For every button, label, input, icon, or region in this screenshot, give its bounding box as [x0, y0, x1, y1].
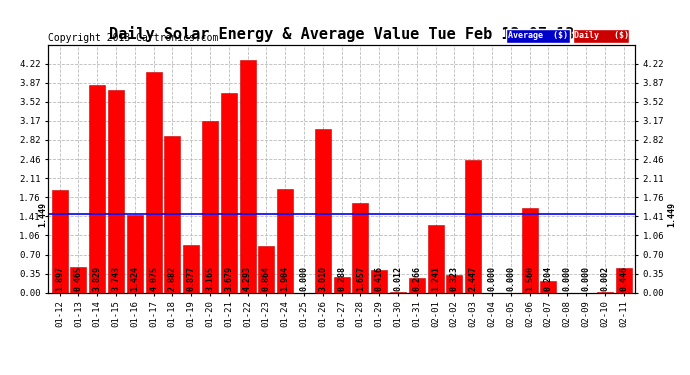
Bar — [371, 270, 387, 292]
Bar — [522, 208, 538, 292]
Bar — [108, 90, 124, 292]
Text: 4.075: 4.075 — [149, 266, 158, 291]
Text: 0.864: 0.864 — [262, 266, 271, 291]
Text: 0.446: 0.446 — [619, 266, 628, 291]
Text: 1.657: 1.657 — [356, 266, 365, 291]
Text: 0.416: 0.416 — [375, 266, 384, 291]
Text: 0.204: 0.204 — [544, 266, 553, 291]
Text: 1.560: 1.560 — [525, 266, 534, 291]
Text: 0.288: 0.288 — [337, 266, 346, 291]
Text: 1.904: 1.904 — [281, 266, 290, 291]
FancyBboxPatch shape — [506, 29, 571, 42]
Text: Average  ($): Average ($) — [508, 31, 568, 40]
Bar — [164, 136, 180, 292]
Text: 3.743: 3.743 — [112, 266, 121, 291]
Text: 1.897: 1.897 — [55, 266, 64, 291]
Text: 0.000: 0.000 — [582, 266, 591, 291]
Bar — [465, 160, 481, 292]
Text: 4.293: 4.293 — [243, 266, 252, 291]
Text: 2.447: 2.447 — [469, 266, 477, 291]
Text: 1.449: 1.449 — [38, 201, 47, 226]
Bar — [615, 268, 631, 292]
FancyBboxPatch shape — [573, 29, 629, 42]
Text: 3.010: 3.010 — [318, 266, 327, 291]
Bar — [408, 278, 425, 292]
Bar — [221, 93, 237, 292]
Bar — [70, 267, 86, 292]
Text: 0.000: 0.000 — [299, 266, 308, 291]
Text: 0.465: 0.465 — [74, 266, 83, 291]
Text: 0.012: 0.012 — [393, 266, 402, 291]
Text: 2.882: 2.882 — [168, 266, 177, 291]
Text: 3.165: 3.165 — [206, 266, 215, 291]
Bar — [89, 85, 105, 292]
Text: 0.000: 0.000 — [562, 266, 571, 291]
Title: Daily Solar Energy & Average Value Tue Feb 12 07:13: Daily Solar Energy & Average Value Tue F… — [109, 27, 574, 42]
Text: 1.449: 1.449 — [667, 201, 676, 226]
Text: 1.424: 1.424 — [130, 266, 139, 291]
Text: 0.877: 0.877 — [187, 266, 196, 291]
Text: 0.266: 0.266 — [412, 266, 421, 291]
Bar — [52, 190, 68, 292]
Bar — [239, 60, 255, 292]
Bar — [315, 129, 331, 292]
Bar — [258, 246, 275, 292]
Text: Daily   ($): Daily ($) — [574, 31, 629, 40]
Text: 3.829: 3.829 — [92, 266, 101, 291]
Bar — [333, 277, 350, 292]
Text: 0.000: 0.000 — [487, 266, 496, 291]
Text: 0.323: 0.323 — [450, 266, 459, 291]
Bar — [277, 189, 293, 292]
Bar — [183, 245, 199, 292]
Bar — [446, 275, 462, 292]
Text: 0.002: 0.002 — [600, 266, 609, 291]
Text: 3.679: 3.679 — [224, 266, 233, 291]
Bar — [202, 121, 218, 292]
Bar — [127, 215, 143, 292]
Bar — [540, 282, 556, 292]
Bar — [353, 203, 368, 292]
Bar — [146, 72, 161, 292]
Text: 1.241: 1.241 — [431, 266, 440, 291]
Bar — [428, 225, 444, 292]
Text: Copyright 2013 Cartronics.com: Copyright 2013 Cartronics.com — [48, 33, 219, 42]
Text: 0.000: 0.000 — [506, 266, 515, 291]
